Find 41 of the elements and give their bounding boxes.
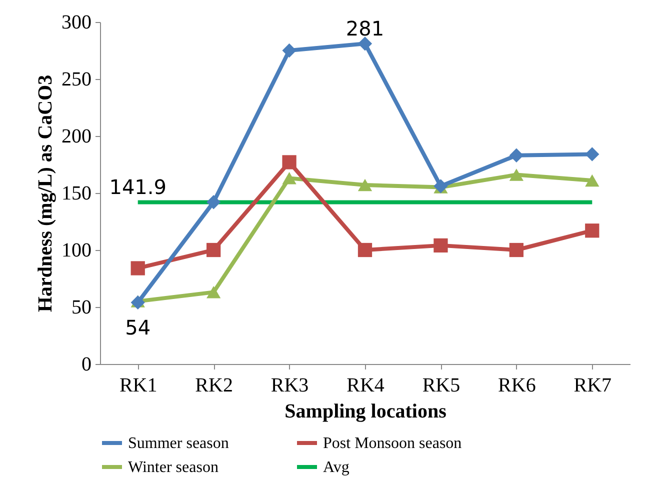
point [206, 242, 221, 258]
point [282, 155, 296, 170]
y-tick-label: 300 [62, 12, 92, 34]
point [509, 148, 524, 162]
x-tick-label: RK7 [574, 374, 612, 396]
annotation: 54 [125, 315, 151, 340]
x-tick-label: RK1 [119, 374, 158, 396]
point [358, 178, 372, 192]
point [434, 238, 448, 253]
point [130, 295, 145, 310]
point [509, 242, 524, 258]
point [282, 43, 296, 58]
y-tick-label: 100 [62, 240, 92, 262]
y-tick-label: 0 [82, 354, 92, 376]
annotation: 281 [346, 16, 384, 41]
point [282, 172, 296, 184]
y-tick-label: 50 [72, 296, 92, 318]
legend-label: Summer season [128, 435, 229, 452]
x-tick-label: RK5 [422, 374, 460, 396]
y-axis-title: Hardness (mg/L) as CaCO3 [34, 74, 56, 312]
legend-label: Winter season [128, 459, 218, 476]
point [358, 36, 372, 51]
point [585, 147, 600, 162]
x-tick-label: RK3 [270, 374, 309, 396]
x-tick-label: RK4 [346, 374, 384, 396]
point [509, 168, 524, 181]
y-tick-label: 200 [62, 126, 92, 148]
legend-label: Avg [323, 459, 350, 476]
point [585, 224, 600, 238]
annotation: 141.9 [109, 175, 166, 200]
point [358, 242, 372, 258]
point [206, 195, 221, 210]
y-tick-label: 250 [62, 68, 92, 90]
x-tick-label: RK6 [498, 374, 536, 396]
x-tick-label: RK2 [195, 374, 233, 396]
x-axis-title: Sampling locations [284, 400, 447, 422]
legend-label: Post Monsoon season [323, 435, 462, 452]
point [206, 286, 221, 298]
y-tick-label: 150 [62, 182, 92, 204]
point [585, 174, 600, 187]
point [130, 261, 145, 276]
